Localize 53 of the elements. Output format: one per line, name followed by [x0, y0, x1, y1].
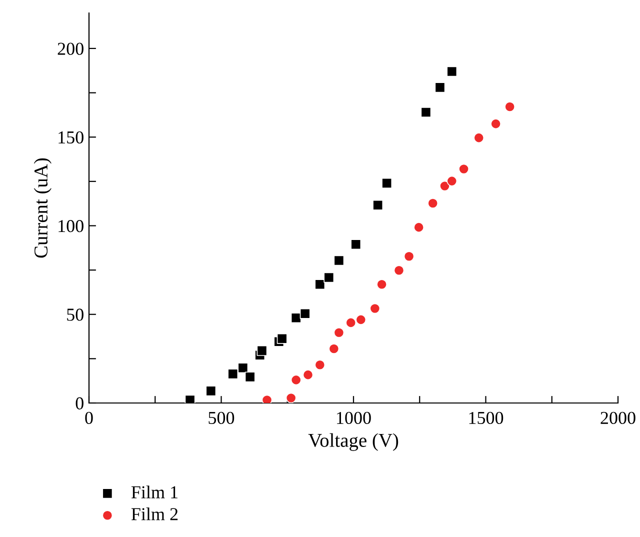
point: [504, 102, 516, 112]
point: [244, 372, 256, 382]
point: [324, 272, 334, 283]
legend-label: Film 2: [131, 508, 178, 520]
point: [420, 107, 432, 118]
point: [434, 82, 446, 93]
point: [370, 303, 380, 314]
y-tick-label: 150: [58, 131, 84, 144]
point: [206, 386, 216, 396]
point: [376, 279, 388, 290]
point: [262, 394, 272, 403]
point: [314, 360, 326, 370]
point: [184, 394, 196, 403]
point: [356, 314, 366, 325]
point: [446, 66, 458, 77]
point: [334, 255, 344, 266]
point: [328, 344, 340, 354]
point: [458, 164, 470, 174]
x-axis-title: Voltage (V): [308, 433, 398, 451]
point: [290, 374, 302, 386]
point: [300, 308, 310, 319]
point: [314, 279, 326, 290]
y-tick-label: 200: [58, 42, 84, 55]
point: [256, 345, 268, 356]
point: [474, 132, 484, 144]
point: [350, 239, 362, 250]
x-tick-label: 1000: [337, 412, 371, 424]
point: [228, 368, 238, 380]
point: [428, 198, 438, 208]
point: [394, 265, 404, 276]
point: [238, 362, 248, 374]
point: [490, 118, 502, 130]
point: [446, 176, 458, 186]
point: [302, 370, 314, 380]
x-tick-label: 1500: [469, 412, 504, 424]
y-tick-label: 0: [76, 397, 84, 410]
point: [372, 200, 384, 210]
x-tick-label: 2000: [600, 412, 636, 424]
point: [404, 251, 414, 262]
y-tick-label: 50: [67, 308, 84, 321]
point: [346, 317, 356, 328]
x-tick-label: 0: [85, 412, 93, 424]
y-axis-title: Current (uA): [34, 158, 52, 258]
legend-label: Film 1: [131, 486, 178, 498]
x-tick-label: 500: [208, 412, 234, 424]
point: [382, 178, 392, 188]
y-tick-label: 100: [58, 220, 84, 232]
point: [414, 222, 424, 233]
point: [276, 333, 288, 344]
point: [334, 327, 344, 338]
point: [286, 392, 296, 403]
point: [440, 180, 450, 192]
point: [290, 312, 302, 324]
